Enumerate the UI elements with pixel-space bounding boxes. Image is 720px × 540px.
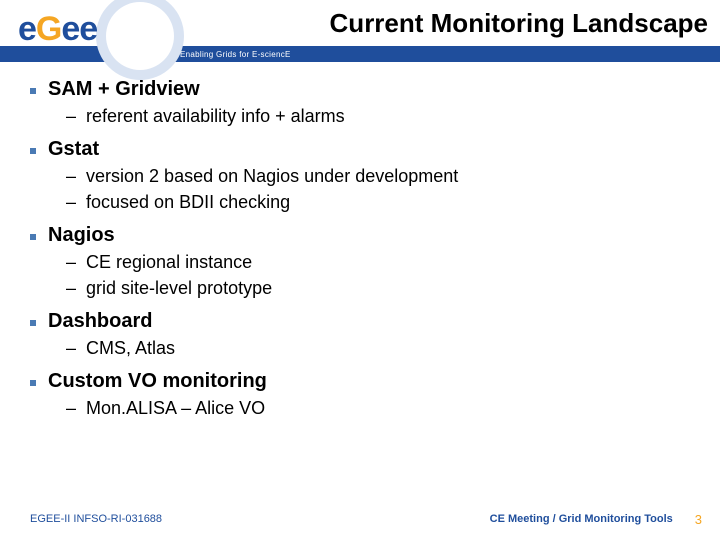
bullet-dot-icon (30, 320, 36, 326)
bullet-label: Dashboard (48, 310, 152, 333)
slide-title: Current Monitoring Landscape (330, 8, 708, 39)
bullet-item: Gstat (30, 138, 700, 161)
egee-logo: eGee (10, 4, 180, 62)
sub-bullet-item: – focused on BDII checking (66, 192, 700, 214)
bullet-item: SAM + Gridview (30, 78, 700, 101)
slide-header: Current Monitoring Landscape Enabling Gr… (0, 0, 720, 68)
logo-letter: G (36, 10, 61, 48)
dash-icon: – (66, 166, 76, 188)
footer-right-group: CE Meeting / Grid Monitoring Tools 3 (490, 512, 702, 527)
dash-icon: – (66, 106, 76, 128)
slide-footer: EGEE-II INFSO-RI-031688 CE Meeting / Gri… (0, 508, 720, 530)
logo-letter: e (79, 10, 97, 48)
bullet-item: Nagios (30, 224, 700, 247)
bullet-item: Custom VO monitoring (30, 370, 700, 393)
sub-bullet-item: – CMS, Atlas (66, 338, 700, 360)
sub-bullet-item: – Mon.ALISA – Alice VO (66, 398, 700, 420)
logo-disc-icon (106, 2, 174, 70)
bullet-label: Custom VO monitoring (48, 370, 267, 393)
logo-text: eGee (18, 12, 97, 46)
bullet-label: Nagios (48, 224, 115, 247)
logo-letter: e (18, 10, 36, 48)
sub-bullet-label: referent availability info + alarms (86, 106, 345, 128)
dash-icon: – (66, 278, 76, 300)
sub-bullet-label: version 2 based on Nagios under developm… (86, 166, 458, 188)
bullet-dot-icon (30, 148, 36, 154)
sub-bullet-label: Mon.ALISA – Alice VO (86, 398, 265, 420)
logo-letter: e (61, 10, 79, 48)
bullet-label: Gstat (48, 138, 99, 161)
dash-icon: – (66, 398, 76, 420)
dash-icon: – (66, 192, 76, 214)
dash-icon: – (66, 338, 76, 360)
sub-bullet-item: – referent availability info + alarms (66, 106, 700, 128)
tagline: Enabling Grids for E-sciencE (180, 50, 291, 59)
page-number: 3 (695, 512, 702, 527)
sub-bullet-label: CE regional instance (86, 252, 252, 274)
sub-bullet-label: focused on BDII checking (86, 192, 290, 214)
bullet-dot-icon (30, 88, 36, 94)
bullet-item: Dashboard (30, 310, 700, 333)
sub-bullet-label: CMS, Atlas (86, 338, 175, 360)
bullet-label: SAM + Gridview (48, 78, 200, 101)
sub-bullet-label: grid site-level prototype (86, 278, 272, 300)
footer-left: EGEE-II INFSO-RI-031688 (30, 513, 162, 525)
sub-bullet-item: – CE regional instance (66, 252, 700, 274)
bullet-dot-icon (30, 380, 36, 386)
slide-body: SAM + Gridview – referent availability i… (30, 78, 700, 419)
sub-bullet-item: – version 2 based on Nagios under develo… (66, 166, 700, 188)
bullet-dot-icon (30, 234, 36, 240)
sub-bullet-item: – grid site-level prototype (66, 278, 700, 300)
footer-right: CE Meeting / Grid Monitoring Tools (490, 513, 673, 525)
dash-icon: – (66, 252, 76, 274)
